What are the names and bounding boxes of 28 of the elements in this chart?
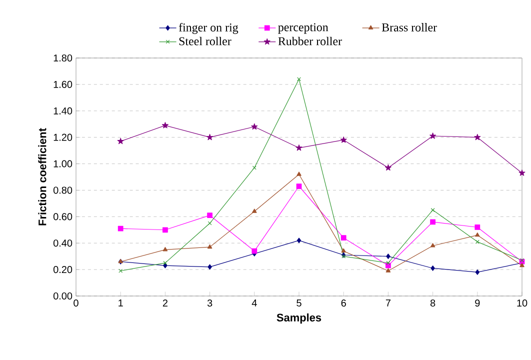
x-tick-label: 4 xyxy=(252,300,257,306)
x-tick-label: 6 xyxy=(341,300,346,307)
x-axis-title: Samples xyxy=(276,313,322,324)
y-tick-label: 1.60 xyxy=(54,80,72,88)
y-tick-label: 1.80 xyxy=(54,54,72,62)
x-tick-label: 8 xyxy=(430,300,436,307)
y-tick-label: 1.20 xyxy=(54,134,72,141)
x-tick-label: 5 xyxy=(296,300,302,306)
x-tick-label: 2 xyxy=(162,300,168,306)
y-tick-label: 0.60 xyxy=(53,213,72,220)
legend-label: Rubber roller xyxy=(278,36,342,46)
x-tick-label: 7 xyxy=(386,300,390,306)
y-tick-label: 1.00 xyxy=(54,160,72,168)
legend-label: Brass roller xyxy=(382,23,437,32)
y-tick-label: 1.40 xyxy=(54,107,72,114)
x-tick-label: 1 xyxy=(118,300,123,306)
y-tick-label: 0.80 xyxy=(53,186,72,194)
legend-label: Steel roller xyxy=(179,36,232,46)
y-tick-label: 0.40 xyxy=(53,240,72,247)
x-tick-label: 0 xyxy=(74,300,78,307)
y-axis-title: Friction coefficient xyxy=(38,128,46,226)
y-tick-label: 0.20 xyxy=(53,266,72,274)
x-tick-label: 9 xyxy=(475,300,480,307)
y-tick-label: 0.00 xyxy=(53,292,72,300)
legend-label: perception xyxy=(278,23,328,34)
x-tick-label: 3 xyxy=(207,300,212,307)
legend-label: finger on rig xyxy=(178,22,238,34)
x-tick-label: 10 xyxy=(517,300,528,307)
